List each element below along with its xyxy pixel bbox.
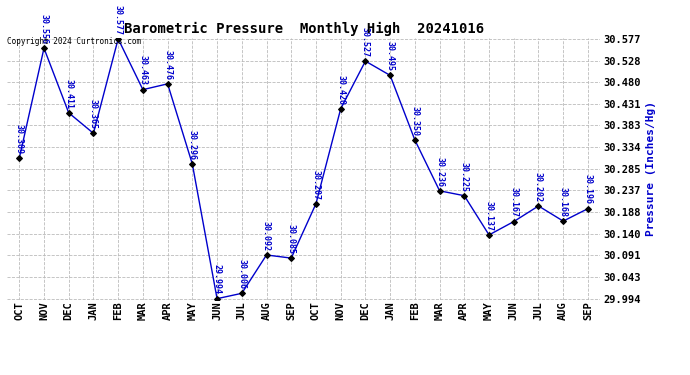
- Text: 30.365: 30.365: [89, 99, 98, 129]
- Point: [384, 72, 395, 78]
- Point: [187, 161, 198, 167]
- Text: 30.196: 30.196: [584, 174, 593, 204]
- Text: 30.085: 30.085: [287, 224, 296, 254]
- Text: 30.092: 30.092: [262, 221, 271, 251]
- Point: [63, 110, 75, 116]
- Text: 30.350: 30.350: [411, 106, 420, 136]
- Point: [459, 193, 470, 199]
- Text: 30.527: 30.527: [361, 27, 370, 57]
- Point: [212, 296, 223, 302]
- Text: 30.006: 30.006: [237, 259, 246, 289]
- Text: 30.463: 30.463: [139, 56, 148, 86]
- Text: 30.495: 30.495: [386, 41, 395, 71]
- Text: 30.420: 30.420: [336, 75, 345, 105]
- Point: [112, 36, 124, 42]
- Text: 30.137: 30.137: [484, 201, 493, 231]
- Point: [39, 45, 50, 51]
- Text: 30.476: 30.476: [163, 50, 172, 80]
- Point: [162, 81, 173, 87]
- Point: [582, 206, 593, 212]
- Text: 30.207: 30.207: [311, 170, 320, 200]
- Text: 30.225: 30.225: [460, 162, 469, 192]
- Point: [236, 290, 247, 296]
- Point: [558, 218, 569, 224]
- Point: [360, 58, 371, 64]
- Text: 30.236: 30.236: [435, 157, 444, 187]
- Point: [335, 106, 346, 112]
- Title: Barometric Pressure  Monthly High  20241016: Barometric Pressure Monthly High 2024101…: [124, 22, 484, 36]
- Text: 29.994: 29.994: [213, 264, 221, 294]
- Y-axis label: Pressure (Inches/Hg): Pressure (Inches/Hg): [646, 101, 656, 236]
- Point: [14, 155, 25, 161]
- Point: [286, 255, 297, 261]
- Text: Copyright 2024 Curtronics.com: Copyright 2024 Curtronics.com: [7, 38, 141, 46]
- Text: 30.577: 30.577: [114, 4, 123, 34]
- Text: 30.296: 30.296: [188, 130, 197, 160]
- Text: 30.411: 30.411: [64, 79, 73, 109]
- Point: [261, 252, 272, 258]
- Text: 30.309: 30.309: [14, 124, 23, 154]
- Point: [533, 203, 544, 209]
- Point: [310, 201, 322, 207]
- Text: 30.167: 30.167: [509, 188, 518, 218]
- Point: [88, 130, 99, 136]
- Point: [484, 232, 495, 238]
- Point: [509, 219, 520, 225]
- Text: 30.556: 30.556: [39, 14, 48, 44]
- Point: [434, 188, 445, 194]
- Text: 30.202: 30.202: [534, 172, 543, 202]
- Point: [137, 87, 148, 93]
- Point: [409, 137, 420, 143]
- Text: 30.168: 30.168: [559, 187, 568, 217]
